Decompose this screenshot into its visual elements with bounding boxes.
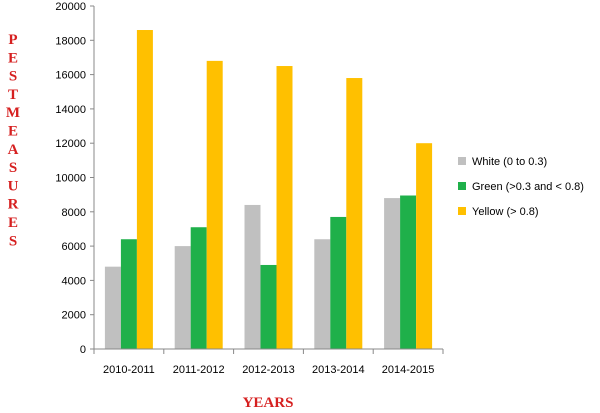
bar-white-2012-2013 — [244, 204, 261, 349]
bar-white-2010-2011 — [104, 266, 121, 349]
bar-green-2014-2015 — [400, 195, 417, 349]
x-axis-label: YEARS — [243, 395, 294, 411]
y-tick-label: 18000 — [55, 35, 86, 47]
bar-yellow-2012-2013 — [276, 66, 293, 350]
bar-white-2013-2014 — [314, 239, 331, 349]
x-category-label: 2012-2013 — [242, 364, 295, 376]
bar-yellow-2011-2012 — [206, 60, 223, 349]
bar-yellow-2010-2011 — [136, 30, 153, 349]
bar-green-2013-2014 — [330, 216, 347, 349]
y-tick-label: 8000 — [62, 207, 86, 219]
x-category-label: 2013-2014 — [312, 364, 365, 376]
y-tick-label: 2000 — [62, 310, 86, 322]
x-category-label: 2010-2011 — [103, 364, 155, 376]
bar-white-2011-2012 — [174, 246, 191, 349]
x-category-label: 2014-2015 — [382, 364, 435, 376]
y-tick-label: 20000 — [55, 1, 86, 13]
legend-swatch — [458, 157, 466, 165]
x-axis-category-labels: 2010-2011 2011-2012 2012-2013 2013-2014 2014… — [93, 349, 444, 376]
y-tick-label: 14000 — [55, 104, 86, 116]
y-tick-label: 12000 — [55, 138, 86, 150]
legend: White (0 to 0.3) Green (>0.3 and < 0.8) Ye… — [458, 156, 584, 218]
y-tick-label: 16000 — [55, 70, 86, 82]
bar-green-2011-2012 — [190, 227, 207, 349]
bar-yellow-2014-2015 — [416, 143, 433, 349]
legend-label: Green (>0.3 and < 0.8) — [472, 181, 584, 193]
y-tick-label: 6000 — [62, 241, 86, 253]
y-axis-ticks: 0 2000 4000 6000 8000 10000 12000 14000 16000 180… — [55, 1, 94, 356]
y-tick-label: 0 — [80, 344, 86, 356]
y-tick-label: 10000 — [55, 173, 86, 185]
bar-yellow-2013-2014 — [346, 78, 363, 349]
bar-green-2010-2011 — [120, 239, 137, 349]
legend-label: White (0 to 0.3) — [472, 156, 547, 168]
bars — [104, 30, 433, 350]
legend-swatch — [458, 207, 466, 215]
legend-swatch — [458, 182, 466, 190]
x-category-label: 2011-2012 — [173, 364, 225, 376]
bar-green-2012-2013 — [260, 264, 277, 349]
bar-white-2014-2015 — [384, 198, 401, 349]
y-tick-label: 4000 — [62, 275, 86, 287]
legend-label: Yellow (> 0.8) — [472, 206, 539, 218]
